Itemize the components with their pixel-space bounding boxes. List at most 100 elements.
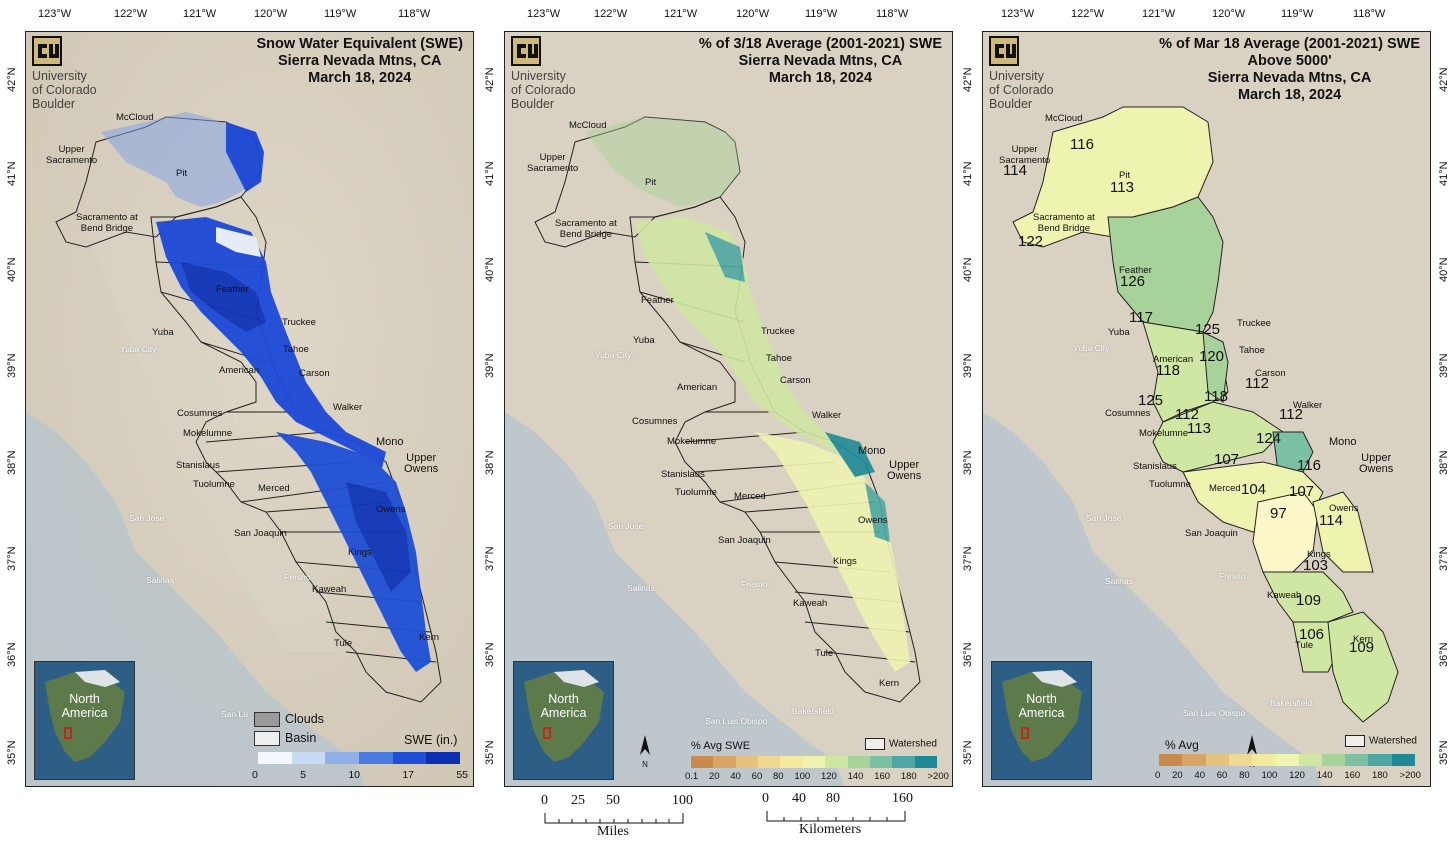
ramp-swatch bbox=[758, 756, 781, 768]
basin-label-truckee: Truckee bbox=[282, 317, 316, 328]
basin-label-sacramento-bend: Sacramento at Bend Bridge bbox=[1033, 212, 1095, 234]
ramp-swatch bbox=[1182, 754, 1206, 766]
basin-label-owens: Owens bbox=[376, 504, 406, 515]
city-fresno: Fresno bbox=[741, 579, 768, 589]
logo-text: University of Colorado Boulder bbox=[989, 69, 1054, 111]
basin-label-mokelumne: Mokelumne bbox=[667, 436, 717, 447]
value-yuba: 117 bbox=[1129, 309, 1153, 326]
basin-label-feather: Feather bbox=[216, 284, 249, 295]
ramp-swatch bbox=[1368, 754, 1392, 766]
logo-text: University of Colorado Boulder bbox=[511, 69, 576, 111]
basin-label-owens: Owens bbox=[858, 515, 888, 526]
pct-legend-ticks: 0 20 40 60 80 100 120 140 160 180 >200 bbox=[1155, 770, 1421, 781]
basin-label-san-joaquin: San Joaquin bbox=[1185, 528, 1238, 539]
city-san-luis-obispo: San Luis Obispo bbox=[1183, 708, 1246, 718]
value-upper-sacramento: 114 bbox=[1003, 162, 1027, 179]
basin-label-american: American bbox=[1153, 354, 1194, 365]
pct-legend-title: % Avg bbox=[1165, 738, 1199, 752]
basin-label-tule: Tule bbox=[815, 648, 834, 659]
watershed-swatch bbox=[1345, 735, 1365, 747]
basin-label-tule: Tule bbox=[334, 638, 353, 649]
value-tule: 106 bbox=[1299, 626, 1325, 643]
value-stanislaus: 113 bbox=[1187, 420, 1211, 437]
value-carson: 112 bbox=[1245, 375, 1269, 392]
ramp-swatch bbox=[1345, 754, 1369, 766]
basin-label-mccloud: McCloud bbox=[569, 120, 607, 131]
ramp-swatch bbox=[713, 756, 736, 768]
basin-label-upper-owens: Upper Owens bbox=[887, 459, 922, 482]
basin-label-stanislaus: Stanislaus bbox=[661, 469, 705, 480]
basin-label-san-joaquin: San Joaquin bbox=[234, 528, 287, 539]
basin-label-upper-sacramento: Upper Sacramento bbox=[46, 144, 98, 166]
value-american: 118 bbox=[1156, 362, 1180, 379]
scalebar-kilometers-graphic bbox=[766, 811, 906, 822]
ramp-swatch bbox=[1228, 754, 1253, 766]
ramp-swatch bbox=[426, 752, 461, 764]
logo-text: University of Colorado Boulder bbox=[32, 69, 97, 111]
location-marker bbox=[64, 727, 72, 739]
ramp-swatch bbox=[869, 756, 893, 768]
value-pit: 113 bbox=[1110, 179, 1134, 196]
ramp-swatch bbox=[847, 756, 870, 768]
basin-label-tahoe: Tahoe bbox=[766, 353, 792, 364]
cu-logo: University of Colorado Boulder bbox=[32, 36, 142, 111]
value-upper-owens: 116 bbox=[1297, 457, 1321, 474]
basin-label-american: American bbox=[677, 382, 718, 393]
basin-label-truckee: Truckee bbox=[761, 326, 795, 337]
pct-color-ramp bbox=[691, 756, 937, 768]
basin-label-tuolumne: Tuolumne bbox=[675, 487, 717, 498]
value-san-joaquin: 97 bbox=[1270, 505, 1287, 522]
basin-label-upper-owens: Upper Owens bbox=[1359, 452, 1394, 475]
value-mokelumne-a: 112 bbox=[1175, 406, 1199, 423]
north-arrow-icon bbox=[1247, 735, 1257, 755]
basin-label-tuolumne: Tuolumne bbox=[1149, 479, 1191, 490]
value-kaweah: 109 bbox=[1296, 592, 1322, 609]
scalebar-miles-graphic bbox=[544, 813, 684, 824]
value-tuolumne: 107 bbox=[1214, 451, 1240, 468]
watershed-legend: Watershed bbox=[865, 738, 937, 750]
ramp-swatch bbox=[1205, 754, 1229, 766]
city-san-luis-obispo: San Luis Obispo bbox=[705, 716, 768, 726]
pct-above-5000-fill bbox=[1012, 106, 1399, 723]
value-truckee: 125 bbox=[1195, 321, 1221, 338]
location-marker bbox=[543, 727, 551, 739]
basin-label-upper-sacramento: Upper Sacramento bbox=[999, 144, 1051, 166]
swe-color-ramp bbox=[258, 752, 461, 764]
value-sacramento-bend: 122 bbox=[1018, 233, 1044, 250]
value-tahoe: 120 bbox=[1199, 348, 1225, 365]
north-america-map bbox=[992, 662, 1091, 779]
legend-clouds-basin: Clouds Basin bbox=[254, 712, 324, 747]
basin-label-kings: Kings bbox=[1307, 549, 1331, 560]
city-yuba-city: Yuba City bbox=[595, 350, 632, 360]
ramp-swatch bbox=[258, 752, 292, 764]
watershed-legend: Watershed bbox=[1345, 735, 1417, 747]
city-yuba-city: Yuba City bbox=[1073, 343, 1110, 353]
ramp-swatch bbox=[1391, 754, 1415, 766]
ramp-swatch bbox=[780, 756, 803, 768]
ramp-swatch bbox=[691, 756, 714, 768]
basemap bbox=[983, 32, 1430, 786]
basin-label-upper-sacramento: Upper Sacramento bbox=[527, 152, 579, 174]
city-fresno: Fresno bbox=[1219, 571, 1246, 581]
basin-label-stanislaus: Stanislaus bbox=[1133, 461, 1177, 472]
basin-label-pit: Pit bbox=[645, 177, 657, 188]
pct-color-ramp bbox=[1159, 754, 1415, 766]
city-salinas: Salinas bbox=[146, 575, 174, 585]
north-america-inset: North America bbox=[513, 661, 614, 780]
ramp-swatch bbox=[892, 756, 915, 768]
city-fresno: Fresno bbox=[284, 572, 311, 582]
value-mokelumne-b: 118 bbox=[1204, 388, 1228, 405]
city-san-jose: San Jose bbox=[129, 513, 165, 523]
cu-logo: University of Colorado Boulder bbox=[989, 36, 1099, 111]
ramp-swatch bbox=[802, 756, 826, 768]
map-title: Snow Water Equivalent (SWE) Sierra Nevada… bbox=[256, 36, 463, 86]
value-cosumnes: 125 bbox=[1138, 392, 1164, 409]
value-owens-upper: 107 bbox=[1289, 483, 1315, 500]
basin-label-carson: Carson bbox=[780, 375, 811, 386]
pct-avg-fill bbox=[585, 117, 910, 672]
city-san-jose: San Jose bbox=[1086, 513, 1122, 523]
cu-logo: University of Colorado Boulder bbox=[511, 36, 621, 111]
basin-label-kern: Kern bbox=[419, 632, 440, 643]
north-arrow: N bbox=[638, 735, 652, 769]
ramp-swatch bbox=[1159, 754, 1183, 766]
